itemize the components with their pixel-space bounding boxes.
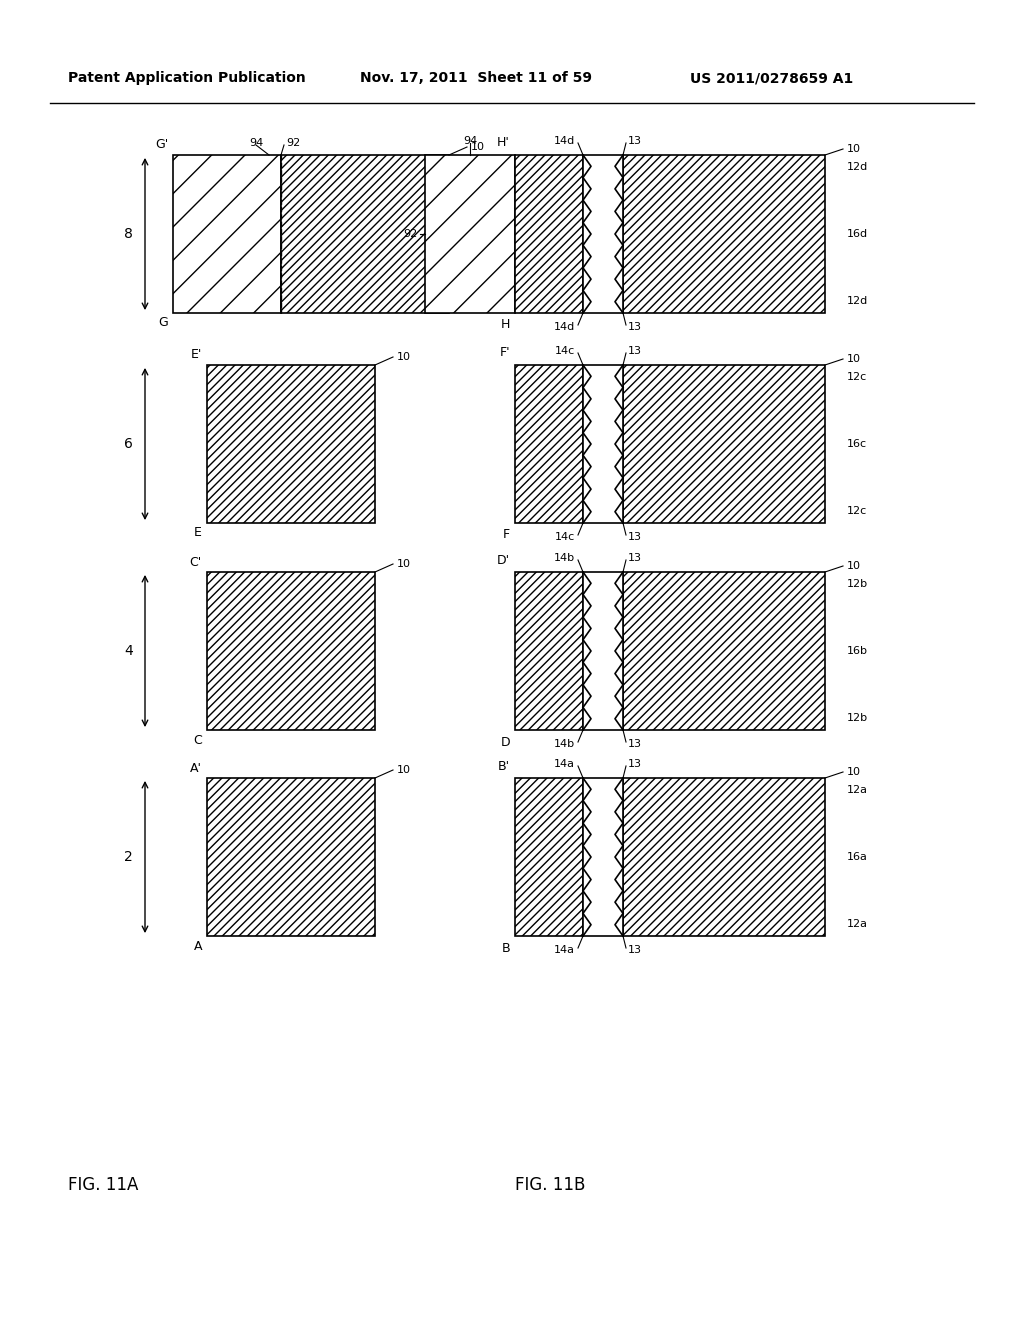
Text: 92: 92 [286, 139, 300, 148]
Bar [281, 154, 449, 313]
Bar [515, 366, 583, 523]
Text: 13: 13 [628, 136, 642, 147]
Bar [623, 366, 825, 523]
Text: C: C [194, 734, 202, 747]
Text: 14c: 14c [555, 346, 575, 356]
Bar [623, 154, 825, 313]
Bar [207, 366, 375, 523]
Bar [583, 777, 623, 936]
Text: 6: 6 [124, 437, 133, 451]
Text: 2: 2 [124, 850, 133, 865]
Text: 10: 10 [471, 143, 485, 152]
Text: 14b: 14b [554, 553, 575, 564]
Text: A': A' [190, 762, 202, 775]
Text: 14a: 14a [554, 759, 575, 770]
Bar [583, 366, 623, 523]
Text: 14b: 14b [554, 739, 575, 748]
Text: 12d: 12d [847, 162, 868, 172]
Text: 13: 13 [628, 759, 642, 770]
Text: 16d: 16d [847, 228, 868, 239]
Text: Nov. 17, 2011  Sheet 11 of 59: Nov. 17, 2011 Sheet 11 of 59 [360, 71, 592, 84]
Text: F: F [503, 528, 510, 541]
Text: 14a: 14a [554, 945, 575, 954]
Text: 13: 13 [628, 532, 642, 543]
Text: FIG. 11A: FIG. 11A [68, 1176, 138, 1195]
Text: 10: 10 [397, 766, 411, 775]
Bar [207, 572, 375, 730]
Text: G': G' [155, 139, 168, 152]
Text: 13: 13 [628, 322, 642, 333]
Text: 94: 94 [463, 136, 477, 147]
Text: H: H [501, 318, 510, 331]
Text: C': C' [189, 556, 202, 569]
Text: 12b: 12b [847, 713, 868, 723]
Text: 16c: 16c [847, 440, 867, 449]
Text: B': B' [498, 759, 510, 772]
Text: 12b: 12b [847, 579, 868, 589]
Text: 13: 13 [628, 739, 642, 748]
Text: 10: 10 [847, 354, 861, 364]
Text: 13: 13 [628, 346, 642, 356]
Text: F': F' [500, 346, 510, 359]
Text: 12d: 12d [847, 296, 868, 306]
Text: 14d: 14d [554, 322, 575, 333]
Bar [623, 572, 825, 730]
Text: A: A [194, 940, 202, 953]
Text: 10: 10 [397, 558, 411, 569]
Text: 14d: 14d [554, 136, 575, 147]
Bar [207, 777, 375, 936]
Text: 92: 92 [402, 228, 417, 239]
Text: 12c: 12c [847, 372, 867, 381]
Text: 16b: 16b [847, 645, 868, 656]
Text: D: D [501, 735, 510, 748]
Text: E: E [195, 527, 202, 540]
Text: H': H' [497, 136, 510, 149]
Text: D': D' [497, 553, 510, 566]
Text: US 2011/0278659 A1: US 2011/0278659 A1 [690, 71, 853, 84]
Text: 10: 10 [847, 767, 861, 777]
Text: G: G [159, 317, 168, 330]
Text: 12c: 12c [847, 506, 867, 516]
Bar [515, 572, 583, 730]
Bar [515, 777, 583, 936]
Text: FIG. 11B: FIG. 11B [515, 1176, 586, 1195]
Bar [515, 154, 583, 313]
Bar [583, 572, 623, 730]
Text: 13: 13 [628, 553, 642, 564]
Bar [623, 777, 825, 936]
Bar [425, 154, 515, 313]
Bar [583, 154, 623, 313]
Text: 14c: 14c [555, 532, 575, 543]
Text: B: B [502, 941, 510, 954]
Text: 13: 13 [628, 945, 642, 954]
Text: 12a: 12a [847, 785, 868, 795]
Text: 10: 10 [397, 352, 411, 362]
Text: 4: 4 [124, 644, 133, 657]
Text: 10: 10 [847, 561, 861, 572]
Text: E': E' [190, 348, 202, 362]
Text: 10: 10 [847, 144, 861, 154]
Text: 12a: 12a [847, 919, 868, 929]
Text: Patent Application Publication: Patent Application Publication [68, 71, 306, 84]
Text: 16a: 16a [847, 851, 868, 862]
Text: 94: 94 [249, 139, 263, 148]
Bar [173, 154, 281, 313]
Text: 8: 8 [124, 227, 133, 242]
